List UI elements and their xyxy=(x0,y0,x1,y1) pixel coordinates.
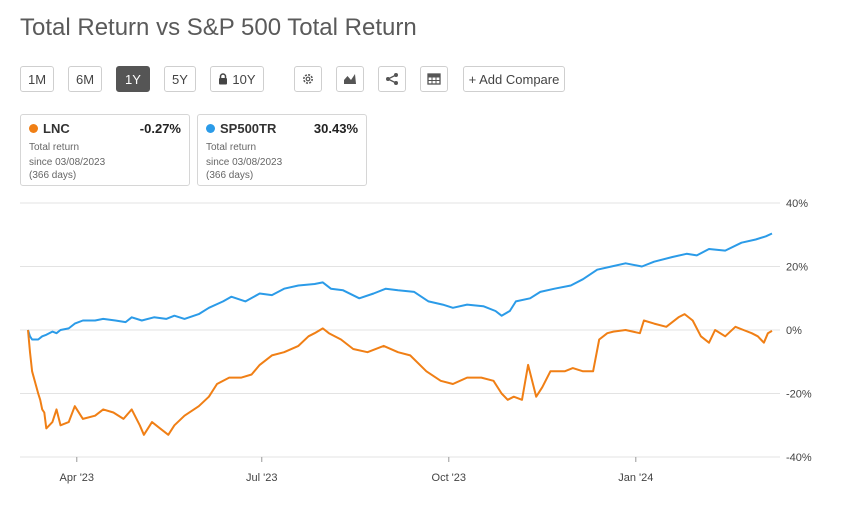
card-days: (366 days) xyxy=(206,170,254,181)
legend-card-sp500tr[interactable]: SP500TR 30.43% Total return since 03/08/… xyxy=(197,114,367,186)
range-5y-button[interactable]: 5Y xyxy=(164,66,196,92)
share-icon xyxy=(385,72,399,86)
card-ticker: LNC xyxy=(43,121,70,136)
page-title: Total Return vs S&P 500 Total Return xyxy=(20,14,417,41)
card-since: since 03/08/2023 xyxy=(206,157,283,168)
lock-icon xyxy=(218,73,228,85)
add-compare-button[interactable]: + Add Compare xyxy=(463,66,565,92)
lnc-color-dot xyxy=(29,124,38,133)
chart-type-icon xyxy=(343,73,357,85)
card-label: Total return xyxy=(29,142,80,153)
y-tick-label: 20% xyxy=(786,262,808,274)
x-tick-label: Apr '23 xyxy=(60,472,95,484)
legend-card-lnc[interactable]: LNC -0.27% Total return since 03/08/2023… xyxy=(20,114,190,186)
card-ticker: SP500TR xyxy=(220,121,277,136)
y-tick-label: 40% xyxy=(786,198,808,210)
sp500tr-color-dot xyxy=(206,124,215,133)
settings-button[interactable] xyxy=(294,66,322,92)
range-1y-button[interactable]: 1Y xyxy=(116,66,150,92)
table-button[interactable] xyxy=(420,66,448,92)
range-10y-button[interactable]: 10Y xyxy=(210,66,264,92)
card-since: since 03/08/2023 xyxy=(29,157,106,168)
share-button[interactable] xyxy=(378,66,406,92)
card-value: 30.43% xyxy=(313,121,358,136)
x-tick-label: Oct '23 xyxy=(432,472,467,484)
table-icon xyxy=(427,73,441,85)
range-6m-button[interactable]: 6M xyxy=(68,66,102,92)
x-tick-label: Jan '24 xyxy=(618,472,653,484)
y-tick-label: -20% xyxy=(786,389,812,401)
chart-type-button[interactable] xyxy=(336,66,364,92)
total-return-chart[interactable]: 40% 20% 0% -20% -40% Apr '23 Jul '23 Oct '23 Jan… xyxy=(0,190,860,500)
gear-icon xyxy=(301,72,315,86)
y-tick-label: -40% xyxy=(786,452,812,464)
range-1m-button[interactable]: 1M xyxy=(20,66,54,92)
card-days: (366 days) xyxy=(29,170,77,181)
card-value: -0.27% xyxy=(139,121,181,136)
series-line-sp500tr xyxy=(27,232,773,341)
x-tick-label: Jul '23 xyxy=(246,472,277,484)
y-tick-label: 0% xyxy=(786,325,802,337)
series-line-lnc xyxy=(27,313,773,436)
card-label: Total return xyxy=(206,142,257,153)
